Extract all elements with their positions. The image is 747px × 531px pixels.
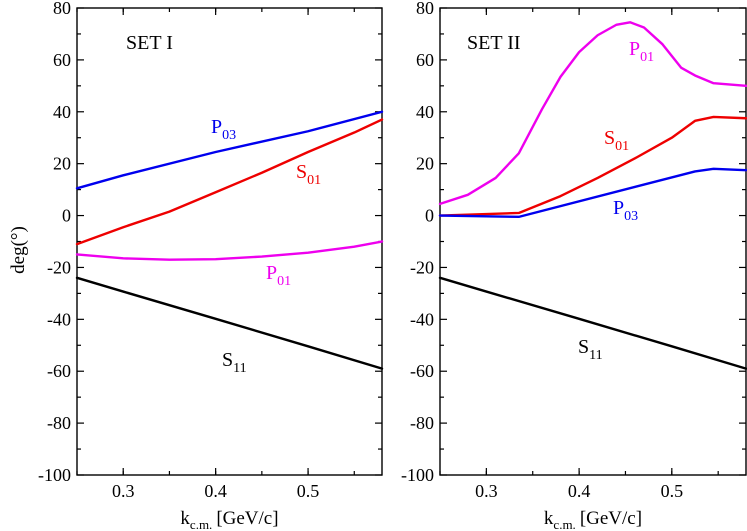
y-tick-label: -100	[401, 465, 434, 485]
x-axis-label-main: k	[544, 508, 554, 529]
y-tick-label: -20	[410, 257, 434, 277]
x-axis-label-sub: c.m.	[553, 517, 575, 531]
y-tick-label: 0	[62, 206, 71, 226]
series-label-sub: 01	[277, 274, 291, 289]
x-axis-label-units: [GeV/c]	[216, 508, 278, 529]
series-label-main: S	[578, 336, 589, 358]
series-label-p03: P03	[211, 116, 236, 143]
y-tick-label: 60	[416, 50, 434, 70]
y-tick-label: -80	[47, 413, 71, 433]
y-tick-label: 40	[416, 102, 434, 122]
series-label-s01: S01	[296, 161, 321, 188]
x-tick-label: 0.5	[297, 481, 320, 501]
series-label-sub: 03	[222, 128, 236, 143]
x-axis-label-main: k	[180, 508, 190, 529]
x-tick-label: 0.5	[661, 481, 684, 501]
series-label-main: S	[296, 161, 307, 183]
series-label-main: S	[222, 349, 233, 371]
panel-set-1: -100 -80 -60 -40 -20 0 20 40 60 80 0.3 0.4 0.5 kc.m. […	[38, 0, 384, 531]
series-label-main: P	[211, 116, 222, 138]
y-tick-label: -60	[410, 361, 434, 381]
series-label-s01: S01	[604, 127, 629, 154]
y-tick-label: 0	[425, 206, 434, 226]
y-tick-label: -40	[410, 309, 434, 329]
series-line-s01	[438, 115, 747, 217]
series-line-s01	[75, 118, 384, 246]
y-tick-label: -20	[47, 257, 71, 277]
series-label-sub: 11	[233, 361, 246, 376]
series-line-p01	[438, 21, 747, 206]
y-tick-label: -80	[410, 413, 434, 433]
x-axis-label: kc.m. [GeV/c]	[180, 508, 278, 531]
series-label-sub: 01	[640, 50, 654, 65]
series-label-p01: P01	[629, 38, 654, 65]
series-label-main: S	[604, 127, 615, 149]
series-label-p01: P01	[266, 262, 291, 289]
panel-label: SET II	[467, 32, 521, 54]
x-axis-label: kc.m. [GeV/c]	[544, 508, 642, 531]
y-tick-label: 20	[53, 154, 71, 174]
series-line-s11	[438, 276, 747, 370]
panel-set-2: -100 -80 -60 -40 -20 0 20 40 60 80 0.3 0.4 0.5 kc.m. […	[401, 0, 747, 531]
y-tick-label: -100	[38, 465, 71, 485]
y-tick-label: 80	[416, 0, 434, 18]
series-line-p03	[75, 110, 384, 190]
y-tick-label: 40	[53, 102, 71, 122]
y-tick-label: 80	[53, 0, 71, 18]
series-label-sub: 01	[307, 173, 321, 188]
x-tick-label: 0.4	[568, 481, 591, 501]
x-tick-label: 0.4	[204, 481, 227, 501]
series-label-main: P	[613, 197, 624, 219]
x-tick-label: 0.3	[112, 481, 135, 501]
y-tick-label: -40	[47, 309, 71, 329]
series-label-s11: S11	[222, 349, 247, 376]
y-tick-label: -60	[47, 361, 71, 381]
series-line-p03	[438, 167, 747, 219]
y-tick-label: 60	[53, 50, 71, 70]
series-label-s11: S11	[578, 336, 603, 363]
series-line-p01	[75, 240, 384, 261]
series-label-p03: P03	[613, 197, 638, 224]
y-axis-label: deg(°)	[8, 226, 29, 274]
x-axis-label-units: [GeV/c]	[580, 508, 642, 529]
series-label-main: P	[629, 38, 640, 60]
series-label-sub: 03	[624, 209, 638, 224]
x-tick-label: 0.3	[475, 481, 498, 501]
plot-frame	[76, 7, 383, 476]
panel-label: SET I	[126, 32, 173, 54]
series-label-sub: 11	[589, 348, 602, 363]
series-label-sub: 01	[615, 139, 629, 154]
x-axis-label-sub: c.m.	[190, 517, 212, 531]
y-tick-label: 20	[416, 154, 434, 174]
series-line-s11	[75, 276, 384, 370]
series-label-main: P	[266, 262, 277, 284]
